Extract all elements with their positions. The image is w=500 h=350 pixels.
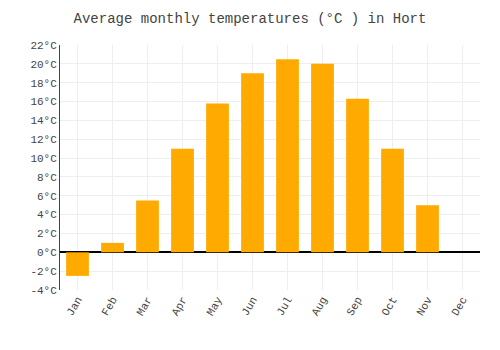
svg-text:0°C: 0°C <box>37 247 57 259</box>
svg-text:Nov: Nov <box>415 294 435 317</box>
svg-text:4°C: 4°C <box>37 209 57 221</box>
svg-text:10°C: 10°C <box>30 153 57 165</box>
svg-text:Jan: Jan <box>65 295 85 318</box>
svg-text:Mar: Mar <box>135 295 155 318</box>
svg-text:Jul: Jul <box>275 295 295 318</box>
svg-text:6°C: 6°C <box>37 191 57 203</box>
svg-text:14°C: 14°C <box>30 115 57 127</box>
svg-text:-2°C: -2°C <box>30 266 57 278</box>
svg-text:22°C: 22°C <box>30 40 57 52</box>
svg-text:8°C: 8°C <box>37 172 57 184</box>
svg-text:Sep: Sep <box>345 295 365 318</box>
svg-text:12°C: 12°C <box>30 134 57 146</box>
svg-text:Dec: Dec <box>450 295 470 318</box>
svg-text:Oct: Oct <box>380 295 400 318</box>
svg-text:Feb: Feb <box>100 295 120 318</box>
svg-text:Apr: Apr <box>170 295 190 318</box>
svg-text:-4°C: -4°C <box>30 285 57 297</box>
svg-text:18°C: 18°C <box>30 78 57 90</box>
svg-text:2°C: 2°C <box>37 228 57 240</box>
svg-text:Average monthly temperatures (: Average monthly temperatures (°C ) in Ho… <box>74 11 427 27</box>
svg-text:May: May <box>205 294 225 317</box>
svg-text:Jun: Jun <box>240 295 260 318</box>
svg-text:Aug: Aug <box>310 295 330 318</box>
svg-text:20°C: 20°C <box>30 59 57 71</box>
svg-text:16°C: 16°C <box>30 96 57 108</box>
